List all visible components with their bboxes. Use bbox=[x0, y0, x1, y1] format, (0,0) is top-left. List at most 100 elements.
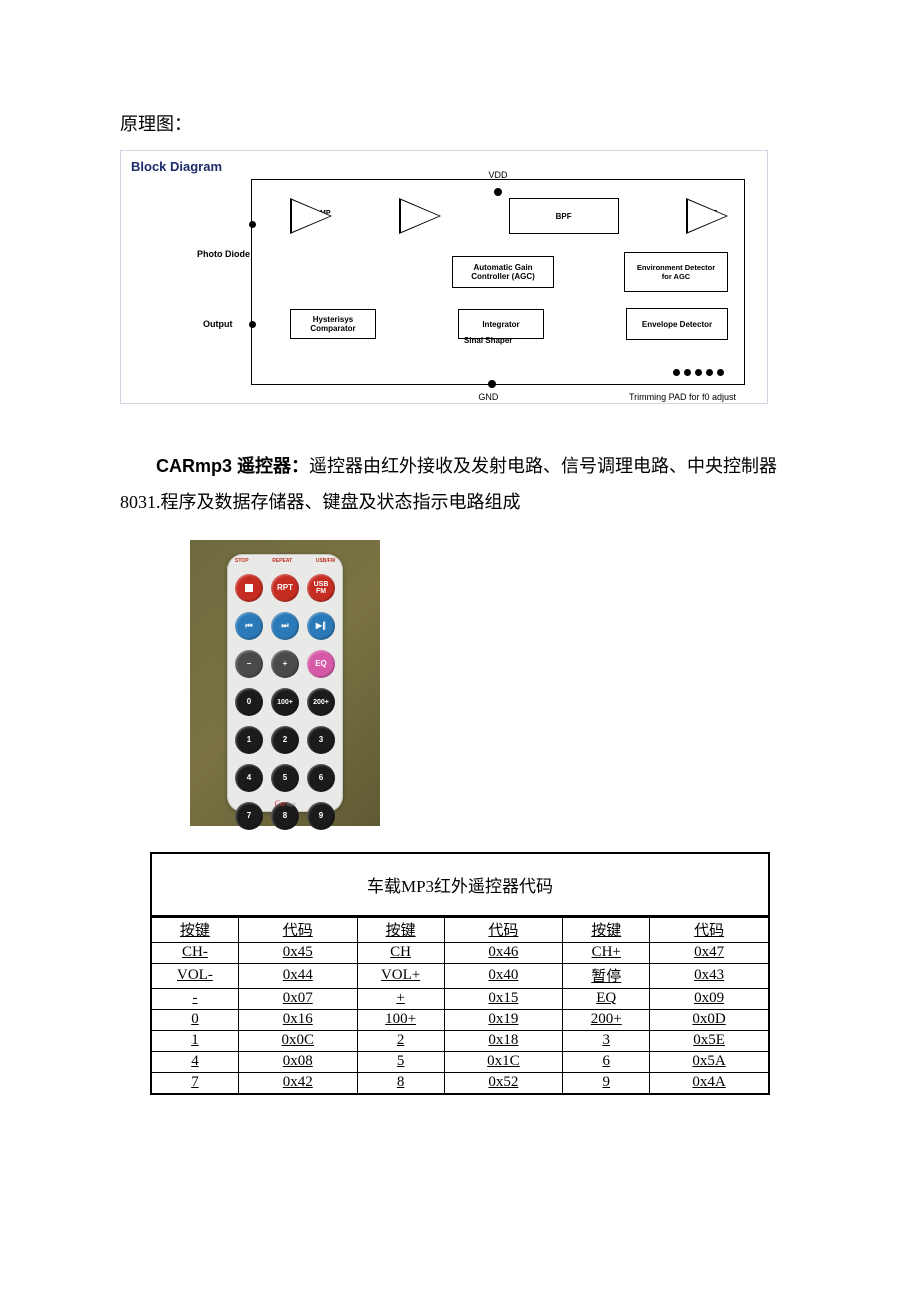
ir-code-header: 按键 bbox=[563, 917, 650, 943]
photo-diode-label: Photo Diode bbox=[197, 249, 250, 259]
ir-code-table: 车载MP3红外遥控器代码 按键代码按键代码按键代码 CH-0x45CH0x46C… bbox=[150, 852, 770, 1095]
label-usbfm: USB/FM bbox=[316, 558, 335, 564]
ir-code-cell: 0x4A bbox=[650, 1073, 769, 1095]
remote-photo: STOP REPEAT USB/FM RPT USB FM ⏮⏭▶∥ −+ EQ 0100… bbox=[190, 540, 380, 826]
block-diagram-title: Block Diagram bbox=[131, 159, 757, 174]
remote-logo: Carmp3 bbox=[227, 799, 343, 808]
ir-code-cell: 0x40 bbox=[444, 964, 563, 989]
remote-button: 200+ bbox=[307, 688, 335, 716]
ir-code-cell: 0x18 bbox=[444, 1031, 563, 1052]
ir-code-cell: 0x47 bbox=[650, 943, 769, 964]
remote-row: ⏮⏭▶∥ bbox=[235, 612, 335, 640]
carmp3-bold: CARmp3 遥控器： bbox=[156, 456, 309, 476]
remote-logo-main: Car bbox=[274, 799, 286, 808]
ir-key-cell: 5 bbox=[357, 1052, 444, 1073]
table-row: 40x0850x1C60x5A bbox=[151, 1052, 769, 1073]
table-row: 70x4280x5290x4A bbox=[151, 1073, 769, 1095]
ir-code-cell: 0x42 bbox=[238, 1073, 357, 1095]
table-row: 00x16100+0x19200+0x0D bbox=[151, 1010, 769, 1031]
ir-key-cell: 4 bbox=[151, 1052, 238, 1073]
remote-row: 0100+200+ bbox=[235, 688, 335, 716]
ir-code-cell: 0x52 bbox=[444, 1073, 563, 1095]
ir-key-cell: EQ bbox=[563, 989, 650, 1010]
ir-code-table-title: 车载MP3红外遥控器代码 bbox=[150, 852, 770, 916]
gnd-pad-icon bbox=[488, 380, 496, 388]
label-repeat: REPEAT bbox=[272, 558, 292, 564]
remote-logo-sub: mp3 bbox=[287, 803, 296, 808]
voa-icon: VOA bbox=[399, 198, 441, 234]
ir-code-cell: 0x07 bbox=[238, 989, 357, 1010]
table-row: -0x07+0x15EQ0x09 bbox=[151, 989, 769, 1010]
env-agc-box: Environment Detector for AGC bbox=[624, 252, 728, 292]
hysterisys-box: Hysterisys Comparator bbox=[290, 309, 376, 339]
remote-row: RPT USB FM bbox=[235, 574, 335, 602]
ir-key-cell: + bbox=[357, 989, 444, 1010]
output-label: Output bbox=[203, 319, 233, 329]
ir-key-cell: 3 bbox=[563, 1031, 650, 1052]
ir-key-cell: 0 bbox=[151, 1010, 238, 1031]
photo-diode-pad-icon bbox=[249, 221, 256, 228]
remote-row: −+ EQ bbox=[235, 650, 335, 678]
integrator-box: Integrator bbox=[458, 309, 544, 339]
ir-key-cell: 6 bbox=[563, 1052, 650, 1073]
label-stop: STOP bbox=[235, 558, 249, 564]
remote-button: 0 bbox=[235, 688, 263, 716]
remote-button: 4 bbox=[235, 764, 263, 792]
table-row: 10x0C20x1830x5E bbox=[151, 1031, 769, 1052]
remote-button bbox=[235, 574, 263, 602]
ir-code-header: 代码 bbox=[650, 917, 769, 943]
remote-button: 1 bbox=[235, 726, 263, 754]
ir-key-cell: 暂停 bbox=[563, 964, 650, 989]
voa-label: VOA bbox=[411, 210, 426, 217]
ir-key-cell: 8 bbox=[357, 1073, 444, 1095]
carmp3-paragraph: CARmp3 遥控器：遥控器由红外接收及发射电路、信号调理电路、中央控制器 80… bbox=[120, 448, 800, 520]
post-amp-label: POST AMP bbox=[698, 210, 728, 224]
ir-code-cell: 0x1C bbox=[444, 1052, 563, 1073]
remote-button: 6 bbox=[307, 764, 335, 792]
ir-key-cell: 9 bbox=[563, 1073, 650, 1095]
block-diagram: Block Diagram VDD Pre AMP VOA BPF POST A… bbox=[120, 150, 768, 404]
ir-key-cell: VOL- bbox=[151, 964, 238, 989]
ir-code-header: 按键 bbox=[151, 917, 238, 943]
ir-key-cell: - bbox=[151, 989, 238, 1010]
ir-key-cell: CH+ bbox=[563, 943, 650, 964]
table-row: CH-0x45CH0x46CH+0x47 bbox=[151, 943, 769, 964]
ir-code-cell: 0x44 bbox=[238, 964, 357, 989]
pre-amp-label: Pre AMP bbox=[302, 210, 331, 217]
section-heading: 原理图： bbox=[120, 110, 800, 136]
remote-button: 2 bbox=[271, 726, 299, 754]
ir-key-cell: 1 bbox=[151, 1031, 238, 1052]
remote-row: 123 bbox=[235, 726, 335, 754]
ir-key-cell: CH- bbox=[151, 943, 238, 964]
agc-box: Automatic Gain Controller (AGC) bbox=[452, 256, 554, 288]
diagram-row-2: Automatic Gain Controller (AGC) Environm… bbox=[452, 252, 728, 292]
ir-key-cell: 200+ bbox=[563, 1010, 650, 1031]
sinal-shaper-label: Sinal Shaper bbox=[464, 336, 512, 345]
ir-code-cell: 0x0D bbox=[650, 1010, 769, 1031]
ir-key-cell: CH bbox=[357, 943, 444, 964]
remote-button: − bbox=[235, 650, 263, 678]
ir-code-cell: 0x5A bbox=[650, 1052, 769, 1073]
ir-key-cell: 100+ bbox=[357, 1010, 444, 1031]
vdd-label: VDD bbox=[488, 170, 507, 180]
remote-row: 456 bbox=[235, 764, 335, 792]
ir-code-cell: 0x43 bbox=[650, 964, 769, 989]
remote-button: EQ bbox=[307, 650, 335, 678]
ir-code-cell: 0x5E bbox=[650, 1031, 769, 1052]
vdd-pad-icon bbox=[494, 188, 502, 196]
ir-code-cell: 0x19 bbox=[444, 1010, 563, 1031]
remote-button: + bbox=[271, 650, 299, 678]
table-row: VOL-0x44VOL+0x40暂停0x43 bbox=[151, 964, 769, 989]
envelope-box: Envelope Detector bbox=[626, 308, 728, 340]
ir-code-header: 代码 bbox=[444, 917, 563, 943]
remote-button: RPT bbox=[271, 574, 299, 602]
ir-key-cell: VOL+ bbox=[357, 964, 444, 989]
ir-code-header: 按键 bbox=[357, 917, 444, 943]
ir-code-cell: 0x46 bbox=[444, 943, 563, 964]
ir-code-header: 代码 bbox=[238, 917, 357, 943]
ir-key-cell: 2 bbox=[357, 1031, 444, 1052]
output-pad-icon bbox=[249, 321, 256, 328]
bpf-box: BPF bbox=[509, 198, 619, 234]
remote-button: 3 bbox=[307, 726, 335, 754]
remote-button: USB FM bbox=[307, 574, 335, 602]
